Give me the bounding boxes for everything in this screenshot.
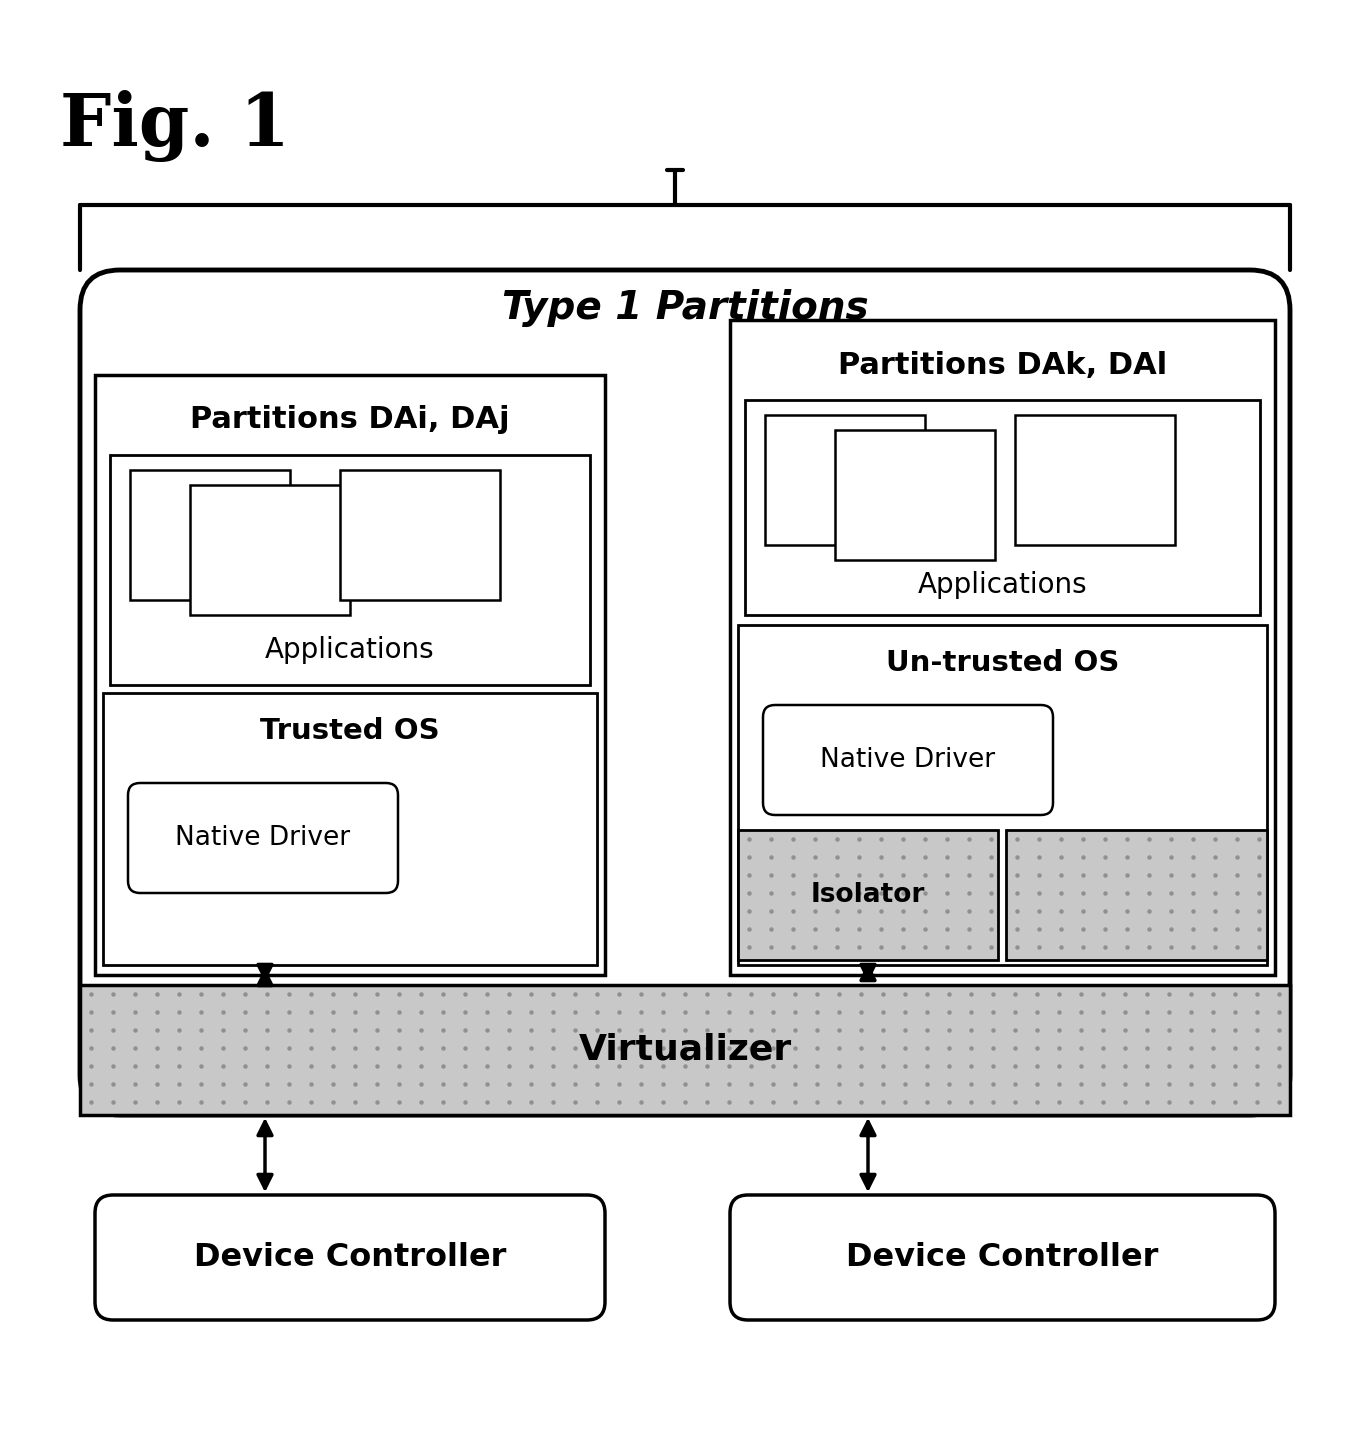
Text: Native Driver: Native Driver bbox=[820, 748, 996, 773]
Text: Native Driver: Native Driver bbox=[175, 825, 351, 851]
Text: Virtualizer: Virtualizer bbox=[579, 1033, 792, 1068]
Text: Device Controller: Device Controller bbox=[194, 1243, 506, 1273]
Bar bbox=[745, 400, 1260, 616]
Text: Applications: Applications bbox=[917, 571, 1087, 598]
FancyBboxPatch shape bbox=[764, 705, 1054, 815]
Text: Isolator: Isolator bbox=[811, 883, 925, 908]
Text: Trusted OS: Trusted OS bbox=[260, 718, 440, 745]
Text: Partitions DAi, DAj: Partitions DAi, DAj bbox=[190, 406, 510, 435]
Bar bbox=[190, 485, 349, 616]
Text: Partitions DAk, DAl: Partitions DAk, DAl bbox=[838, 350, 1167, 379]
Bar bbox=[103, 693, 598, 964]
FancyBboxPatch shape bbox=[730, 1195, 1275, 1320]
FancyBboxPatch shape bbox=[128, 784, 398, 893]
Bar bbox=[130, 471, 290, 600]
Bar bbox=[340, 471, 500, 600]
Bar bbox=[94, 375, 604, 974]
Text: Device Controller: Device Controller bbox=[846, 1243, 1159, 1273]
Bar bbox=[765, 415, 925, 545]
Text: Un-trusted OS: Un-trusted OS bbox=[886, 649, 1120, 677]
Bar bbox=[738, 829, 998, 960]
FancyBboxPatch shape bbox=[94, 1195, 604, 1320]
Bar bbox=[835, 430, 996, 560]
FancyBboxPatch shape bbox=[80, 270, 1290, 1115]
Text: Type 1 Partitions: Type 1 Partitions bbox=[502, 288, 869, 327]
Text: Applications: Applications bbox=[266, 636, 434, 664]
Bar bbox=[730, 320, 1275, 974]
Bar bbox=[80, 984, 1290, 1115]
Text: Fig. 1: Fig. 1 bbox=[59, 90, 290, 162]
Bar bbox=[738, 626, 1267, 964]
Bar bbox=[1006, 829, 1267, 960]
Bar bbox=[111, 455, 590, 684]
Bar bbox=[1014, 415, 1175, 545]
